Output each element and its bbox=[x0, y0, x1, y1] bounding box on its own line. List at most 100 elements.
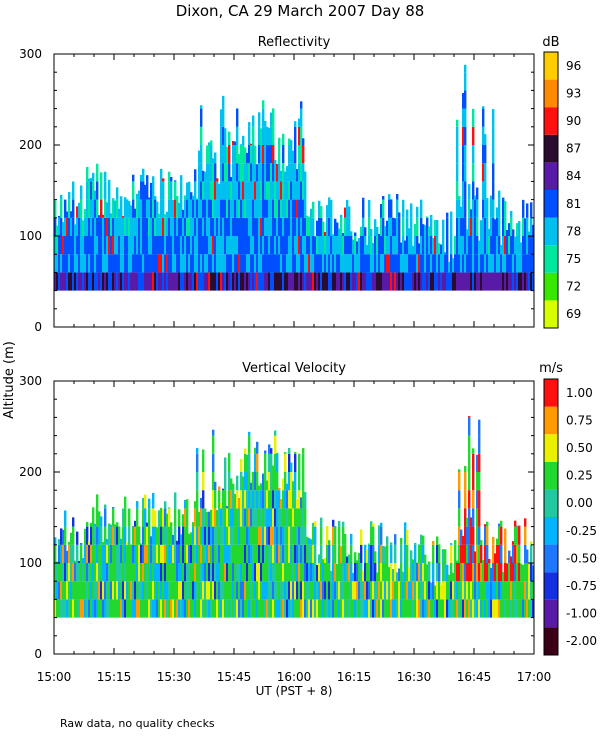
data-cell bbox=[190, 236, 193, 255]
colorbar-tick-label: 75 bbox=[566, 252, 581, 266]
data-cell bbox=[84, 209, 87, 218]
data-cell bbox=[268, 544, 271, 563]
data-cell bbox=[328, 197, 331, 200]
data-cell bbox=[262, 544, 265, 563]
data-cell bbox=[378, 236, 381, 255]
colorbar-tick-label: -0.25 bbox=[566, 524, 597, 538]
data-cell bbox=[266, 126, 269, 145]
data-cell bbox=[392, 236, 395, 255]
data-cell bbox=[424, 225, 427, 236]
data-cell bbox=[156, 527, 159, 545]
data-cell bbox=[150, 544, 153, 563]
data-cell bbox=[532, 236, 535, 255]
data-cell bbox=[514, 272, 517, 291]
data-cell bbox=[274, 236, 277, 255]
data-cell bbox=[178, 254, 181, 273]
data-cell bbox=[228, 563, 231, 582]
data-cell bbox=[486, 599, 489, 618]
data-cell bbox=[186, 199, 189, 218]
data-cell bbox=[450, 599, 453, 618]
data-cell bbox=[156, 563, 159, 582]
data-cell bbox=[218, 563, 221, 582]
data-cell bbox=[192, 544, 195, 563]
data-cell bbox=[510, 556, 513, 563]
data-cell bbox=[322, 563, 325, 582]
data-cell bbox=[290, 163, 293, 182]
data-cell bbox=[486, 217, 489, 236]
data-cell bbox=[142, 217, 145, 236]
data-cell bbox=[390, 199, 393, 218]
data-cell bbox=[462, 544, 465, 563]
data-cell bbox=[310, 254, 313, 273]
data-cell bbox=[394, 563, 397, 582]
data-cell bbox=[280, 170, 283, 182]
data-cell bbox=[280, 499, 283, 509]
data-cell bbox=[232, 581, 235, 600]
data-cell bbox=[308, 254, 311, 273]
data-cell bbox=[354, 599, 357, 618]
data-cell bbox=[424, 236, 427, 255]
data-cell bbox=[194, 599, 197, 618]
data-cell bbox=[492, 581, 495, 600]
colorbar-swatch bbox=[544, 434, 558, 462]
data-cell bbox=[76, 599, 79, 618]
data-cell bbox=[212, 272, 215, 291]
data-cell bbox=[214, 563, 217, 582]
data-cell bbox=[230, 199, 233, 218]
data-cell bbox=[434, 254, 437, 273]
data-cell bbox=[260, 236, 263, 255]
data-cell bbox=[268, 508, 271, 527]
data-cell bbox=[188, 544, 191, 563]
data-cell bbox=[192, 217, 195, 236]
data-cell bbox=[426, 599, 429, 618]
data-cell bbox=[238, 498, 241, 509]
data-cell bbox=[286, 483, 289, 491]
data-cell bbox=[308, 581, 311, 600]
data-cell bbox=[284, 181, 287, 200]
data-cell bbox=[334, 526, 337, 527]
data-cell bbox=[256, 217, 259, 236]
data-cell bbox=[188, 236, 191, 255]
data-cell bbox=[382, 599, 385, 618]
colorbar-tick-label: 81 bbox=[566, 197, 581, 211]
y-axis-label: Altitude (m) bbox=[2, 341, 17, 419]
data-cell bbox=[522, 564, 525, 582]
data-cell bbox=[360, 563, 363, 582]
colorbar-swatch bbox=[544, 379, 558, 407]
data-cell bbox=[212, 217, 215, 236]
data-cell bbox=[174, 544, 177, 563]
data-cell bbox=[312, 563, 315, 582]
data-cell bbox=[260, 563, 263, 582]
data-cell bbox=[250, 490, 253, 509]
data-cell bbox=[92, 272, 95, 291]
data-cell bbox=[246, 163, 249, 182]
data-cell bbox=[152, 526, 155, 545]
data-cell bbox=[260, 508, 263, 527]
colorbar-tick-label: 72 bbox=[566, 280, 581, 294]
data-cell bbox=[108, 199, 111, 218]
data-cell bbox=[390, 542, 393, 545]
data-cell bbox=[488, 254, 491, 273]
data-cell bbox=[82, 254, 85, 273]
data-cell bbox=[274, 490, 277, 509]
data-cell bbox=[90, 236, 93, 255]
data-cell bbox=[160, 563, 163, 582]
data-cell bbox=[160, 508, 163, 527]
data-cell bbox=[94, 544, 97, 563]
data-cell bbox=[416, 581, 419, 600]
data-cell bbox=[186, 499, 189, 509]
data-cell bbox=[300, 163, 303, 182]
data-cell bbox=[284, 508, 287, 527]
data-cell bbox=[308, 216, 311, 218]
data-cell bbox=[332, 563, 335, 582]
data-cell bbox=[380, 522, 383, 527]
data-cell bbox=[60, 599, 63, 618]
data-cell bbox=[458, 581, 461, 600]
data-cell bbox=[342, 236, 345, 255]
data-cell bbox=[402, 217, 405, 236]
data-cell bbox=[200, 497, 203, 509]
data-cell bbox=[368, 199, 371, 218]
data-cell bbox=[158, 581, 161, 600]
data-cell bbox=[134, 236, 137, 255]
data-cell bbox=[422, 254, 425, 273]
